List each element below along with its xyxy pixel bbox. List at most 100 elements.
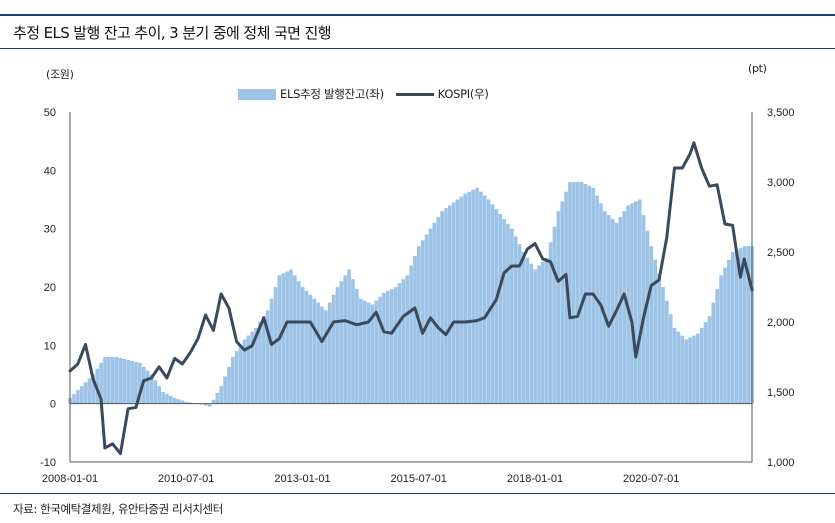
- els-balance-bar: [572, 182, 576, 404]
- bottom-rule: [0, 493, 835, 494]
- els-balance-bar: [467, 191, 472, 404]
- els-balance-bar: [79, 386, 84, 404]
- right-y-tick-label: 1,500: [767, 387, 795, 399]
- x-tick-label: 2018-01-01: [507, 473, 563, 485]
- els-balance-bar: [254, 327, 258, 404]
- els-balance-bar: [657, 273, 661, 404]
- els-balance-bar: [711, 302, 716, 404]
- els-balance-bar: [424, 234, 429, 404]
- els-balance-bar: [517, 244, 522, 404]
- left-y-tick-label: 50: [44, 107, 56, 119]
- els-balance-bar: [188, 402, 193, 404]
- els-balance-bar: [118, 357, 123, 404]
- els-balance-bar: [231, 357, 235, 404]
- els-balance-bar: [471, 189, 475, 404]
- els-balance-bar: [715, 288, 720, 404]
- els-balance-bar: [529, 263, 534, 404]
- els-balance-bar: [265, 310, 270, 404]
- els-balance-bar: [316, 302, 320, 404]
- right-axis-unit: (pt): [748, 62, 767, 75]
- els-balance-bar: [351, 279, 355, 404]
- els-balance-bar: [114, 357, 119, 404]
- els-balance-bar: [87, 378, 92, 404]
- els-balance-bar: [246, 335, 251, 404]
- els-balance-bar: [459, 196, 464, 404]
- els-balance-bar: [420, 240, 425, 404]
- x-tick-label: 2010-07-01: [158, 473, 214, 485]
- els-balance-bar: [455, 199, 460, 404]
- els-balance-bar: [548, 242, 553, 404]
- els-balance-bar: [699, 327, 704, 404]
- els-balance-bar: [370, 304, 375, 404]
- els-balance-bar: [552, 226, 557, 404]
- els-balance-bar: [440, 211, 444, 404]
- els-balance-bar: [203, 403, 208, 406]
- source-note: 자료: 한국예탁결제원, 유안타증권 리서치센터: [13, 502, 223, 516]
- els-balance-bar: [91, 374, 96, 404]
- els-balance-bar: [668, 314, 673, 404]
- els-balance-bar: [742, 246, 747, 404]
- els-balance-bar: [479, 191, 483, 404]
- els-balance-bar: [645, 230, 650, 404]
- els-balance-bar: [665, 300, 669, 404]
- els-balance-bar: [444, 208, 448, 404]
- els-balance-bar: [324, 310, 328, 404]
- els-balance-bar: [362, 300, 367, 404]
- els-balance-bar: [227, 366, 231, 404]
- els-balance-bar: [610, 218, 615, 404]
- els-balance-bar: [339, 281, 344, 404]
- els-balance-bar: [451, 202, 456, 404]
- els-balance-bar: [138, 362, 142, 404]
- chart-canvas: 50 40 30 20 10 0 -10 3,500 3,000 2,500 2,000 1,500 1…: [40, 107, 794, 485]
- els-balance-bar: [692, 335, 696, 404]
- els-balance-bar: [386, 290, 390, 404]
- els-balance-area: [68, 182, 754, 407]
- els-balance-bar: [103, 357, 107, 404]
- kospi-line-group: [68, 141, 754, 456]
- els-balance-bar: [134, 361, 138, 404]
- els-balance-bar: [436, 217, 441, 404]
- els-balance-bar: [258, 322, 262, 404]
- els-balance-bar: [405, 275, 410, 404]
- els-balance-bar: [746, 246, 751, 404]
- els-balance-bar: [149, 374, 154, 404]
- x-tick-label: 2008-01-01: [42, 473, 98, 485]
- left-y-tick-label: 30: [44, 224, 56, 236]
- chart-tick-labels: 50 40 30 20 10 0 -10 3,500 3,000 2,500 2,000 1,500 1…: [40, 107, 794, 485]
- els-balance-bar: [169, 395, 173, 404]
- els-balance-bar: [510, 228, 514, 404]
- els-balance-bar: [707, 316, 712, 404]
- els-balance-bar: [397, 283, 402, 404]
- els-balance-bar: [533, 269, 537, 404]
- els-balance-bar: [153, 380, 158, 404]
- left-y-tick-label: 40: [44, 165, 56, 177]
- top-rule: [0, 14, 835, 16]
- els-balance-bar: [738, 248, 743, 404]
- els-balance-bar: [688, 337, 692, 404]
- els-balance-bar: [537, 265, 541, 404]
- els-balance-bar: [242, 339, 247, 404]
- els-balance-bar: [498, 214, 503, 404]
- els-balance-bar: [378, 296, 382, 404]
- els-balance-bar: [680, 335, 685, 404]
- els-balance-bar: [428, 228, 433, 404]
- title-rule: [0, 48, 835, 49]
- els-balance-bar: [382, 292, 386, 404]
- els-balance-bar: [606, 215, 611, 404]
- els-balance-bar: [409, 265, 413, 404]
- els-balance-bar: [110, 357, 115, 404]
- legend-swatch-line: [395, 92, 434, 96]
- els-balance-bar: [165, 393, 169, 404]
- els-balance-bar: [448, 205, 452, 404]
- els-balance-bar: [432, 222, 437, 404]
- els-balance-bar: [544, 257, 549, 404]
- right-y-tick-label: 3,500: [767, 107, 795, 119]
- right-y-tick-label: 2,000: [767, 317, 795, 329]
- els-balance-bar: [676, 331, 681, 404]
- x-tick-label: 2020-07-01: [623, 473, 679, 485]
- els-balance-bar: [72, 393, 76, 404]
- els-balance-bar: [374, 300, 379, 404]
- left-y-tick-label: 20: [44, 282, 56, 294]
- els-balance-bar: [486, 199, 491, 404]
- els-balance-bar: [300, 287, 305, 404]
